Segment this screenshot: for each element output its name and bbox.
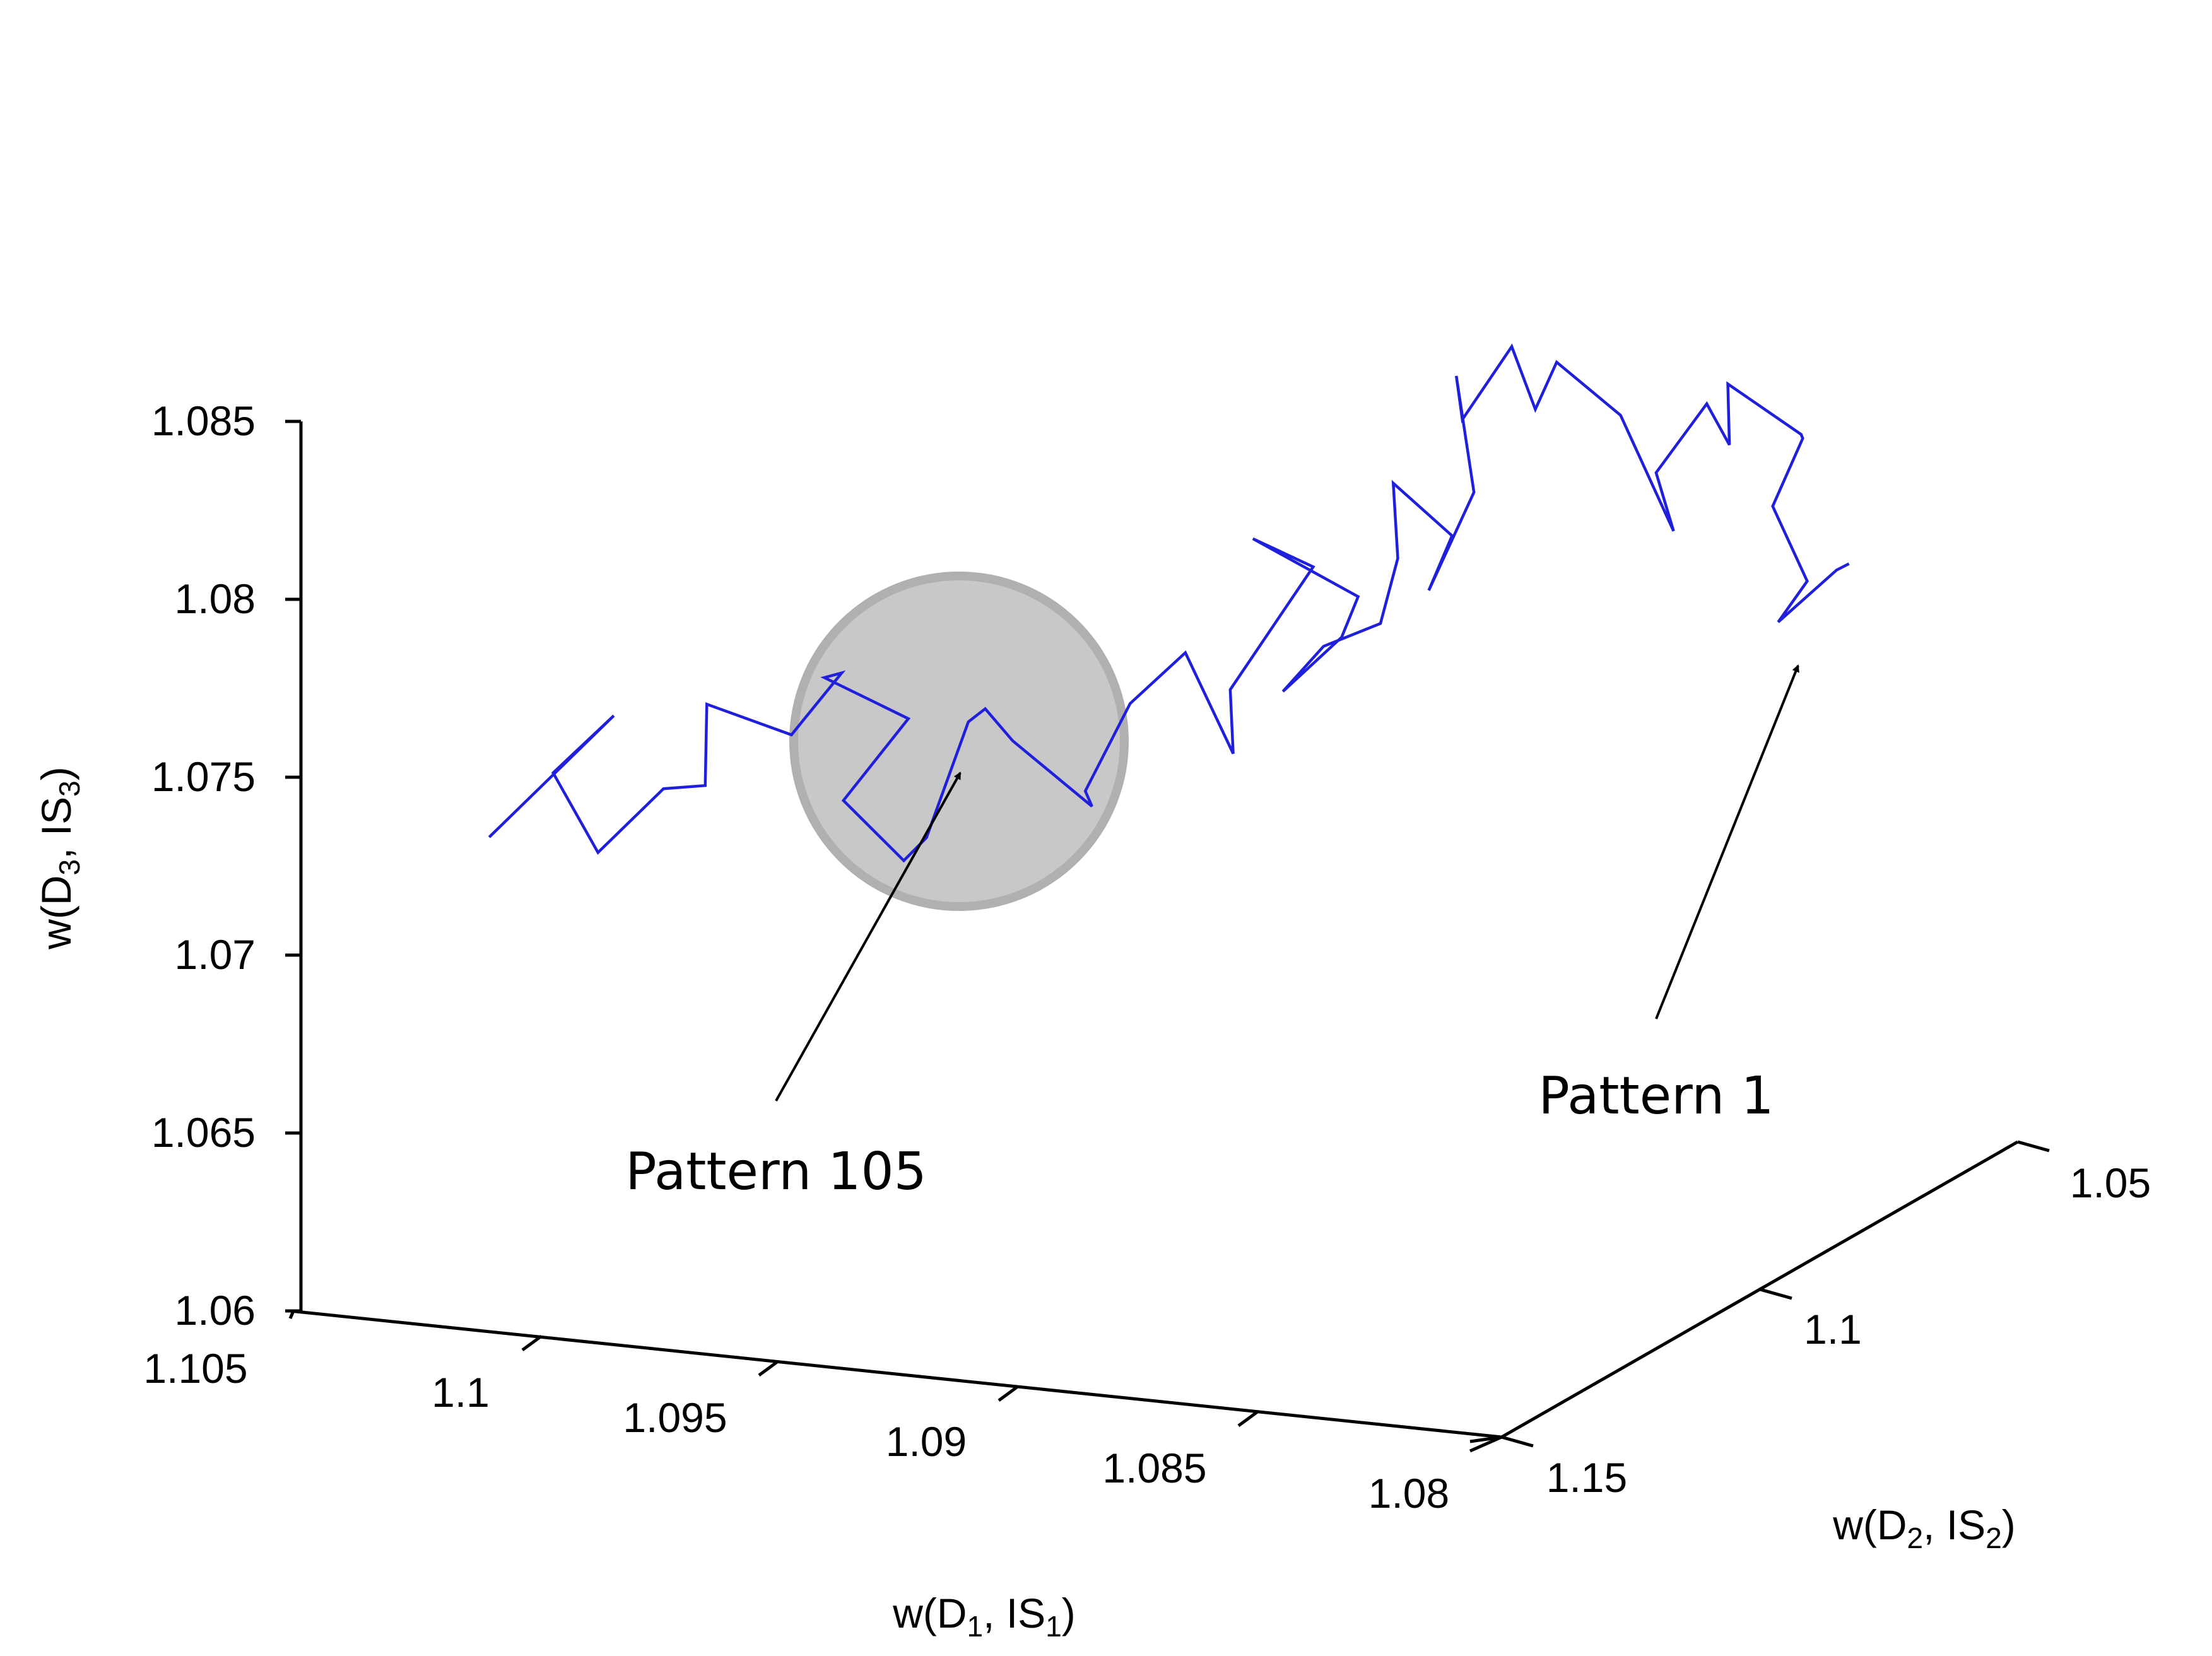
z-tick-labels: 1.085 1.08 1.075 1.07 1.065 1.06 xyxy=(151,397,256,1334)
y-tick-label: 1.15 xyxy=(1546,1454,1627,1501)
z-tick-label: 1.08 xyxy=(175,575,256,622)
z-tick-label: 1.065 xyxy=(151,1109,256,1156)
y-axis xyxy=(1469,1140,2050,1448)
x-tick-label: 1.085 xyxy=(1102,1445,1206,1491)
pattern-105-arrow xyxy=(775,772,962,1101)
x-tick-labels: 1.105 1.1 1.095 1.09 1.085 1.08 xyxy=(143,1345,1449,1517)
pattern-1-label: Pattern 1 xyxy=(1538,1066,1774,1126)
z-axis-label: w(D3, IS3) xyxy=(33,766,86,950)
z-tick-label: 1.06 xyxy=(175,1287,256,1334)
pattern-1-arrow xyxy=(1655,664,1799,1019)
z-tick-label: 1.075 xyxy=(151,753,256,800)
y-tick-labels: 1.15 1.1 1.05 xyxy=(1546,1160,2151,1501)
x-tick-label: 1.08 xyxy=(1368,1470,1449,1517)
x-axis-label: w(D1, IS1) xyxy=(892,1590,1076,1643)
x-tick-label: 1.09 xyxy=(886,1418,967,1465)
x-tick-label: 1.095 xyxy=(623,1394,727,1441)
cluster-highlight xyxy=(789,572,1129,911)
z-tick-label: 1.07 xyxy=(175,931,256,978)
x-tick-label: 1.1 xyxy=(432,1369,490,1416)
y-axis-label: w(D2, IS2) xyxy=(1832,1501,2016,1554)
trajectory-line xyxy=(488,343,1850,863)
y-tick-label: 1.05 xyxy=(2070,1160,2151,1206)
y-tick-label: 1.1 xyxy=(1804,1306,1862,1353)
z-tick-label: 1.085 xyxy=(151,397,256,444)
z-axis xyxy=(285,420,303,1313)
x-tick-label: 1.105 xyxy=(143,1345,247,1392)
pattern-105-label: Pattern 105 xyxy=(625,1142,927,1202)
